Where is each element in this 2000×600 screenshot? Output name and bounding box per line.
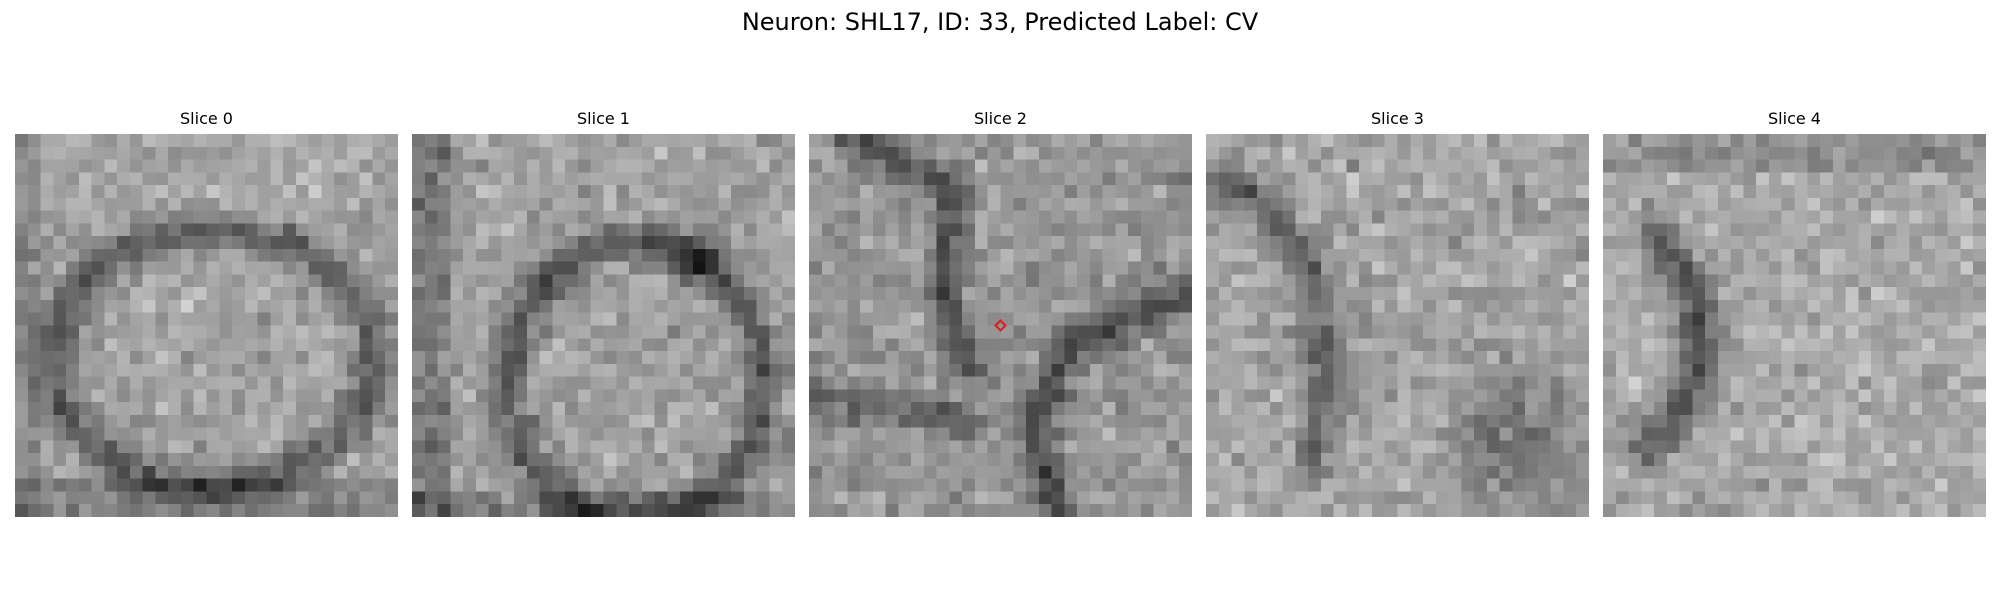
slice-4-image (1603, 134, 1986, 517)
slice-2-title: Slice 2 (974, 109, 1027, 128)
slice-2-panel: Slice 2 (809, 108, 1192, 517)
slice-3-title: Slice 3 (1371, 109, 1424, 128)
figure-title: Neuron: SHL17, ID: 33, Predicted Label: … (741, 8, 1259, 36)
slice-1-image (412, 134, 795, 517)
slice-3-panel: Slice 3 (1206, 108, 1589, 517)
slice-4-title: Slice 4 (1768, 109, 1821, 128)
slice-4-panel: Slice 4 (1603, 108, 1986, 517)
slice-3-image (1206, 134, 1589, 517)
slice-0-panel: Slice 0 (15, 108, 398, 517)
slice-1-panel: Slice 1 (412, 108, 795, 517)
slice-1-title: Slice 1 (577, 109, 630, 128)
slice-0-image (15, 134, 398, 517)
slice-0-title: Slice 0 (180, 109, 233, 128)
slice-2-image (809, 134, 1192, 517)
